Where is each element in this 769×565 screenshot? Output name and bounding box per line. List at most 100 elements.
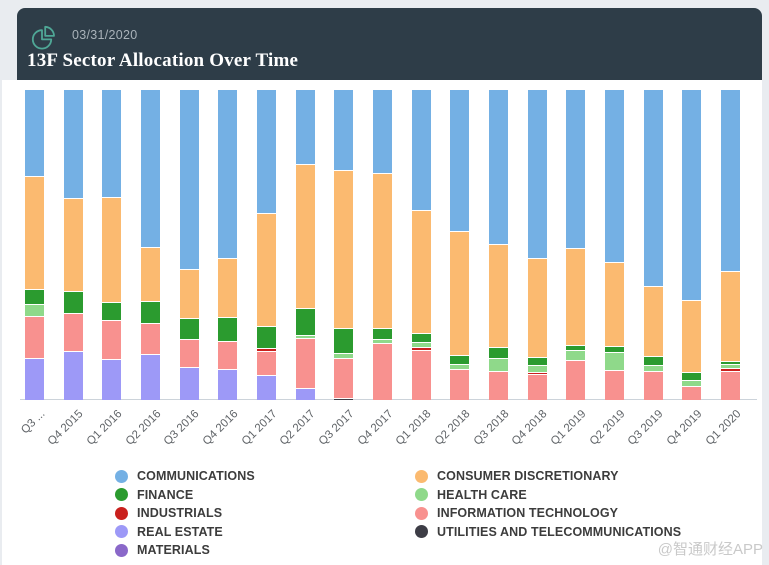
- bar-segment-communications[interactable]: [566, 89, 586, 249]
- bar-segment-industrials[interactable]: [257, 348, 277, 351]
- bar-segment-information-technology[interactable]: [721, 371, 741, 400]
- stacked-bar-q4-2015[interactable]: [63, 89, 83, 400]
- bar-segment-consumer-discretionary[interactable]: [25, 176, 44, 289]
- bar-segment-communications[interactable]: [721, 89, 741, 271]
- bar-segment-information-technology[interactable]: [257, 350, 277, 376]
- bar-segment-health-care[interactable]: [566, 350, 586, 361]
- bar-segment-finance[interactable]: [721, 361, 741, 365]
- bar-segment-communications[interactable]: [682, 89, 702, 300]
- stacked-bar-q4-2017[interactable]: [373, 89, 393, 400]
- stacked-bar-q1-2016[interactable]: [102, 89, 122, 400]
- bar-segment-health-care[interactable]: [643, 364, 663, 372]
- bar-segment-information-technology[interactable]: [411, 349, 431, 400]
- bar-segment-information-technology[interactable]: [295, 338, 315, 389]
- bar-segment-health-care[interactable]: [373, 339, 393, 344]
- bar-segment-finance[interactable]: [566, 345, 586, 351]
- bar-segment-finance[interactable]: [450, 355, 470, 364]
- bar-segment-information-technology[interactable]: [373, 343, 393, 400]
- bar-segment-communications[interactable]: [334, 89, 354, 171]
- stacked-bar-q1-2018[interactable]: [411, 89, 431, 400]
- stacked-bar-q4-2016[interactable]: [218, 89, 238, 400]
- legend-item-industrials[interactable]: INDUSTRIALS: [115, 506, 415, 520]
- bar-segment-information-technology[interactable]: [566, 360, 586, 400]
- bar-segment-real-estate[interactable]: [63, 350, 83, 400]
- bar-segment-finance[interactable]: [218, 317, 238, 341]
- bar-segment-industrials[interactable]: [721, 368, 741, 372]
- bar-segment-communications[interactable]: [218, 89, 238, 258]
- stacked-bar-q1-2020[interactable]: [721, 89, 741, 400]
- bar-segment-communications[interactable]: [373, 89, 393, 173]
- stacked-bar-q2-2017[interactable]: [295, 89, 315, 400]
- bar-segment-information-technology[interactable]: [450, 369, 470, 400]
- bar-segment-finance[interactable]: [179, 318, 199, 340]
- bar-segment-consumer-discretionary[interactable]: [257, 213, 277, 326]
- bar-segment-communications[interactable]: [141, 89, 160, 247]
- stacked-bar-q3-2018[interactable]: [489, 89, 509, 400]
- bar-segment-consumer-discretionary[interactable]: [682, 299, 702, 373]
- bar-segment-real-estate[interactable]: [25, 358, 44, 400]
- bar-segment-information-technology[interactable]: [334, 357, 354, 398]
- bar-segment-consumer-discretionary[interactable]: [334, 170, 354, 328]
- legend-item-utilities-and-telecommunications[interactable]: UTILITIES AND TELECOMMUNICATIONS: [415, 525, 681, 539]
- bar-segment-communications[interactable]: [25, 89, 44, 177]
- bar-segment-communications[interactable]: [179, 89, 199, 270]
- bar-segment-communications[interactable]: [605, 89, 625, 262]
- bar-segment-finance[interactable]: [334, 327, 354, 354]
- bar-segment-communications[interactable]: [411, 89, 431, 210]
- bar-segment-finance[interactable]: [682, 372, 702, 381]
- stacked-bar-q3-2019[interactable]: [643, 89, 663, 400]
- legend-item-information-technology[interactable]: INFORMATION TECHNOLOGY: [415, 506, 681, 520]
- bar-segment-information-technology[interactable]: [102, 320, 122, 360]
- bar-segment-consumer-discretionary[interactable]: [643, 285, 663, 357]
- bar-segment-information-technology[interactable]: [141, 322, 160, 354]
- legend-item-communications[interactable]: COMMUNICATIONS: [115, 469, 415, 483]
- bar-segment-consumer-discretionary[interactable]: [566, 248, 586, 346]
- bar-segment-health-care[interactable]: [721, 364, 741, 369]
- bar-segment-information-technology[interactable]: [25, 316, 44, 358]
- bar-segment-consumer-discretionary[interactable]: [295, 163, 315, 308]
- bar-segment-communications[interactable]: [489, 89, 509, 244]
- bar-segment-consumer-discretionary[interactable]: [605, 261, 625, 347]
- bar-segment-finance[interactable]: [25, 288, 44, 304]
- stacked-bar-q2-2016[interactable]: [141, 89, 160, 400]
- bar-segment-consumer-discretionary[interactable]: [63, 197, 83, 292]
- bar-segment-finance[interactable]: [295, 307, 315, 335]
- bar-segment-consumer-discretionary[interactable]: [218, 257, 238, 318]
- stacked-bar-q2-2018[interactable]: [450, 89, 470, 400]
- bar-segment-consumer-discretionary[interactable]: [102, 197, 122, 303]
- bar-segment-communications[interactable]: [295, 89, 315, 164]
- bar-segment-finance[interactable]: [63, 291, 83, 314]
- bar-segment-information-technology[interactable]: [527, 373, 547, 400]
- bar-segment-real-estate[interactable]: [295, 388, 315, 400]
- bar-segment-finance[interactable]: [141, 300, 160, 323]
- bar-segment-information-technology[interactable]: [63, 313, 83, 351]
- bar-segment-utilities-and-telecommunications[interactable]: [334, 397, 354, 400]
- bar-segment-health-care[interactable]: [411, 341, 431, 348]
- bar-segment-information-technology[interactable]: [643, 371, 663, 400]
- bar-segment-health-care[interactable]: [25, 303, 44, 317]
- bar-segment-real-estate[interactable]: [179, 367, 199, 400]
- bar-segment-real-estate[interactable]: [257, 375, 277, 400]
- bar-segment-finance[interactable]: [102, 302, 122, 321]
- bar-segment-communications[interactable]: [63, 89, 83, 198]
- bar-segment-finance[interactable]: [605, 346, 625, 352]
- bar-segment-communications[interactable]: [643, 89, 663, 286]
- stacked-bar-q1-2017[interactable]: [257, 89, 277, 400]
- legend-item-real-estate[interactable]: REAL ESTATE: [115, 525, 415, 539]
- bar-segment-industrials[interactable]: [527, 371, 547, 374]
- bar-segment-consumer-discretionary[interactable]: [141, 246, 160, 301]
- bar-segment-information-technology[interactable]: [489, 371, 509, 400]
- stacked-bar-q2-2019[interactable]: [605, 89, 625, 400]
- bar-segment-consumer-discretionary[interactable]: [489, 243, 509, 347]
- legend-item-materials[interactable]: MATERIALS: [115, 543, 415, 557]
- legend-item-health-care[interactable]: HEALTH CARE: [415, 488, 681, 502]
- bar-segment-health-care[interactable]: [605, 351, 625, 371]
- bar-segment-information-technology[interactable]: [179, 339, 199, 367]
- bar-segment-health-care[interactable]: [527, 364, 547, 372]
- bar-segment-real-estate[interactable]: [102, 359, 122, 400]
- bar-segment-communications[interactable]: [527, 89, 547, 258]
- bar-segment-communications[interactable]: [450, 89, 470, 231]
- bar-segment-consumer-discretionary[interactable]: [373, 172, 393, 328]
- bar-segment-communications[interactable]: [102, 89, 122, 198]
- bar-segment-consumer-discretionary[interactable]: [411, 209, 431, 333]
